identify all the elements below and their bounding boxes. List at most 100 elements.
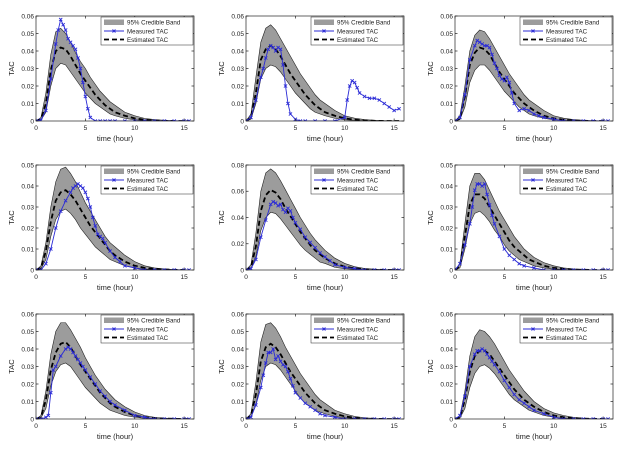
chart-panel-2: 0 5 10 15 0 0.01 0.02 0.03 0.04 0.05 0.06 time (hou… bbox=[217, 13, 405, 143]
x-tick-label: 15 bbox=[391, 274, 399, 281]
measured-tac-point bbox=[467, 221, 472, 226]
legend-band-label: 95% Credible Band bbox=[546, 169, 600, 176]
x-tick-label: 0 bbox=[453, 423, 457, 430]
measured-tac-point bbox=[85, 106, 90, 111]
measured-tac-point bbox=[162, 417, 167, 419]
measured-tac-point bbox=[347, 84, 352, 88]
measured-tac-point bbox=[512, 257, 517, 262]
measured-tac-point bbox=[303, 235, 308, 240]
measured-tac-point bbox=[76, 56, 80, 60]
measured-tac-point bbox=[485, 43, 490, 48]
legend-measured-label: Measured TAC bbox=[127, 177, 169, 184]
measured-tac-point bbox=[273, 49, 278, 53]
legend-measured-marker bbox=[322, 178, 326, 182]
measured-tac-point bbox=[286, 369, 290, 374]
measured-tac-point bbox=[278, 202, 283, 207]
measured-tac-point bbox=[507, 253, 512, 258]
y-tick-label: 0.01 bbox=[440, 399, 453, 406]
x-tick-label: 0 bbox=[34, 125, 38, 132]
x-axis-label: time (hour) bbox=[307, 134, 344, 143]
measured-tac-point bbox=[187, 268, 191, 270]
measured-tac-point bbox=[290, 383, 295, 388]
measured-tac-point bbox=[249, 115, 253, 120]
measured-tac-point bbox=[487, 45, 492, 50]
y-tick-label: 0.04 bbox=[440, 48, 453, 55]
y-tick-label: 0.04 bbox=[21, 346, 34, 353]
measured-tac-point bbox=[490, 52, 494, 57]
measured-tac-point bbox=[293, 390, 298, 395]
measured-tac-point bbox=[467, 57, 472, 62]
measured-tac-point bbox=[182, 417, 187, 419]
legend-measured-marker bbox=[112, 29, 116, 33]
measured-tac-point bbox=[482, 348, 487, 353]
y-tick-label: 0 bbox=[449, 118, 453, 125]
legend-measured-marker bbox=[322, 327, 326, 331]
legend-measured-marker bbox=[531, 29, 535, 33]
legend-band-label: 95% Credible Band bbox=[337, 20, 391, 27]
x-tick-label: 10 bbox=[341, 125, 349, 132]
measured-tac-line bbox=[246, 347, 400, 419]
measured-tac-point bbox=[276, 203, 281, 208]
measured-tac-point bbox=[36, 268, 38, 270]
measured-tac-point bbox=[249, 415, 253, 419]
measured-tac-point bbox=[308, 240, 313, 245]
measured-tac-point bbox=[71, 350, 75, 355]
measured-tac-point bbox=[561, 417, 566, 419]
measured-tac-point bbox=[132, 413, 137, 418]
x-tick-label: 15 bbox=[391, 423, 399, 430]
x-tick-label: 10 bbox=[131, 125, 139, 132]
legend-band-swatch bbox=[523, 168, 543, 174]
legend-band-label: 95% Credible Band bbox=[337, 169, 391, 176]
measured-tac-point bbox=[53, 226, 58, 230]
measured-tac-point bbox=[357, 91, 362, 95]
measured-tac-point bbox=[76, 357, 80, 362]
x-axis-label: time (hour) bbox=[97, 432, 134, 441]
measured-tac-point bbox=[323, 119, 327, 121]
legend-measured-marker bbox=[531, 327, 535, 331]
measured-tac-point bbox=[142, 268, 147, 270]
legend-estimated-label: Estimated TAC bbox=[546, 186, 588, 193]
legend-estimated-label: Estimated TAC bbox=[337, 186, 379, 193]
x-tick-label: 0 bbox=[244, 125, 248, 132]
x-tick-label: 0 bbox=[244, 423, 248, 430]
measured-tac-point bbox=[63, 28, 68, 32]
x-axis-label: time (hour) bbox=[307, 432, 344, 441]
x-tick-label: 5 bbox=[84, 125, 88, 132]
measured-tac-point bbox=[113, 403, 117, 407]
y-tick-label: 0 bbox=[240, 267, 244, 274]
measured-tac-point bbox=[490, 359, 494, 364]
measured-tac-point bbox=[472, 43, 477, 48]
axes-frame bbox=[454, 164, 614, 271]
y-tick-label: 0.06 bbox=[231, 311, 244, 318]
y-tick-label: 0.02 bbox=[440, 381, 453, 388]
measured-tac-point bbox=[113, 255, 117, 260]
x-tick-label: 15 bbox=[181, 125, 189, 132]
measured-tac-point bbox=[43, 261, 48, 266]
y-tick-label: 0.04 bbox=[231, 346, 244, 353]
y-tick-label: 0.02 bbox=[231, 83, 244, 90]
y-tick-label: 0.05 bbox=[231, 329, 244, 336]
measured-tac-point bbox=[63, 347, 68, 351]
y-tick-label: 0.03 bbox=[231, 364, 244, 371]
y-tick-label: 0.05 bbox=[21, 162, 34, 169]
measured-tac-point bbox=[475, 38, 480, 43]
measured-tac-point bbox=[455, 119, 457, 121]
measured-tac-point bbox=[472, 188, 477, 193]
y-tick-label: 0.03 bbox=[231, 66, 244, 73]
measured-tac-point bbox=[482, 181, 487, 186]
measured-tac-point bbox=[88, 205, 93, 209]
chart-panel-5: 0 5 10 15 0 0.02 0.04 0.06 0.08 time (hour) TAC 95%… bbox=[217, 162, 405, 292]
y-tick-label: 0.05 bbox=[21, 31, 34, 38]
y-axis-label: TAC bbox=[426, 210, 435, 225]
measured-tac-point bbox=[480, 347, 485, 351]
legend-measured-label: Measured TAC bbox=[127, 28, 169, 35]
measured-tac-point bbox=[470, 205, 475, 209]
legend-estimated-label: Estimated TAC bbox=[337, 335, 379, 342]
measured-tac-point bbox=[571, 119, 576, 121]
measured-tac-point bbox=[502, 78, 507, 83]
measured-tac-point bbox=[271, 347, 276, 351]
measured-tac-point bbox=[571, 417, 576, 419]
